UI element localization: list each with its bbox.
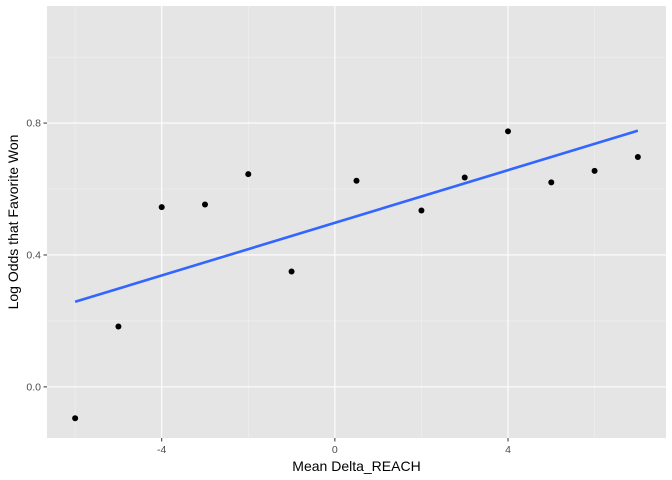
data-point — [245, 171, 251, 177]
data-point — [635, 154, 641, 160]
data-point — [115, 324, 121, 330]
data-point — [202, 202, 208, 208]
data-point — [354, 178, 360, 184]
data-point — [418, 207, 424, 213]
y-axis-title: Log Odds that Favorite Won — [5, 135, 21, 310]
y-tick-label: 0.8 — [26, 118, 41, 130]
data-point — [462, 174, 468, 180]
x-tick-label: 4 — [505, 444, 511, 456]
data-point — [159, 204, 165, 210]
data-point — [592, 168, 598, 174]
y-axis-ticks: 0.0 0.4 0.8 — [26, 118, 47, 394]
data-point — [548, 179, 554, 185]
y-tick-label: 0.0 — [26, 381, 41, 393]
data-point — [72, 415, 78, 421]
data-point — [505, 128, 511, 134]
plot-panel — [47, 6, 666, 438]
x-axis-ticks: -4 0 4 — [157, 438, 511, 456]
x-tick-label: 0 — [332, 444, 338, 456]
data-point — [289, 268, 295, 274]
x-axis-title: Mean Delta_REACH — [292, 458, 420, 474]
y-tick-label: 0.4 — [26, 250, 41, 262]
x-tick-label: -4 — [157, 444, 166, 456]
